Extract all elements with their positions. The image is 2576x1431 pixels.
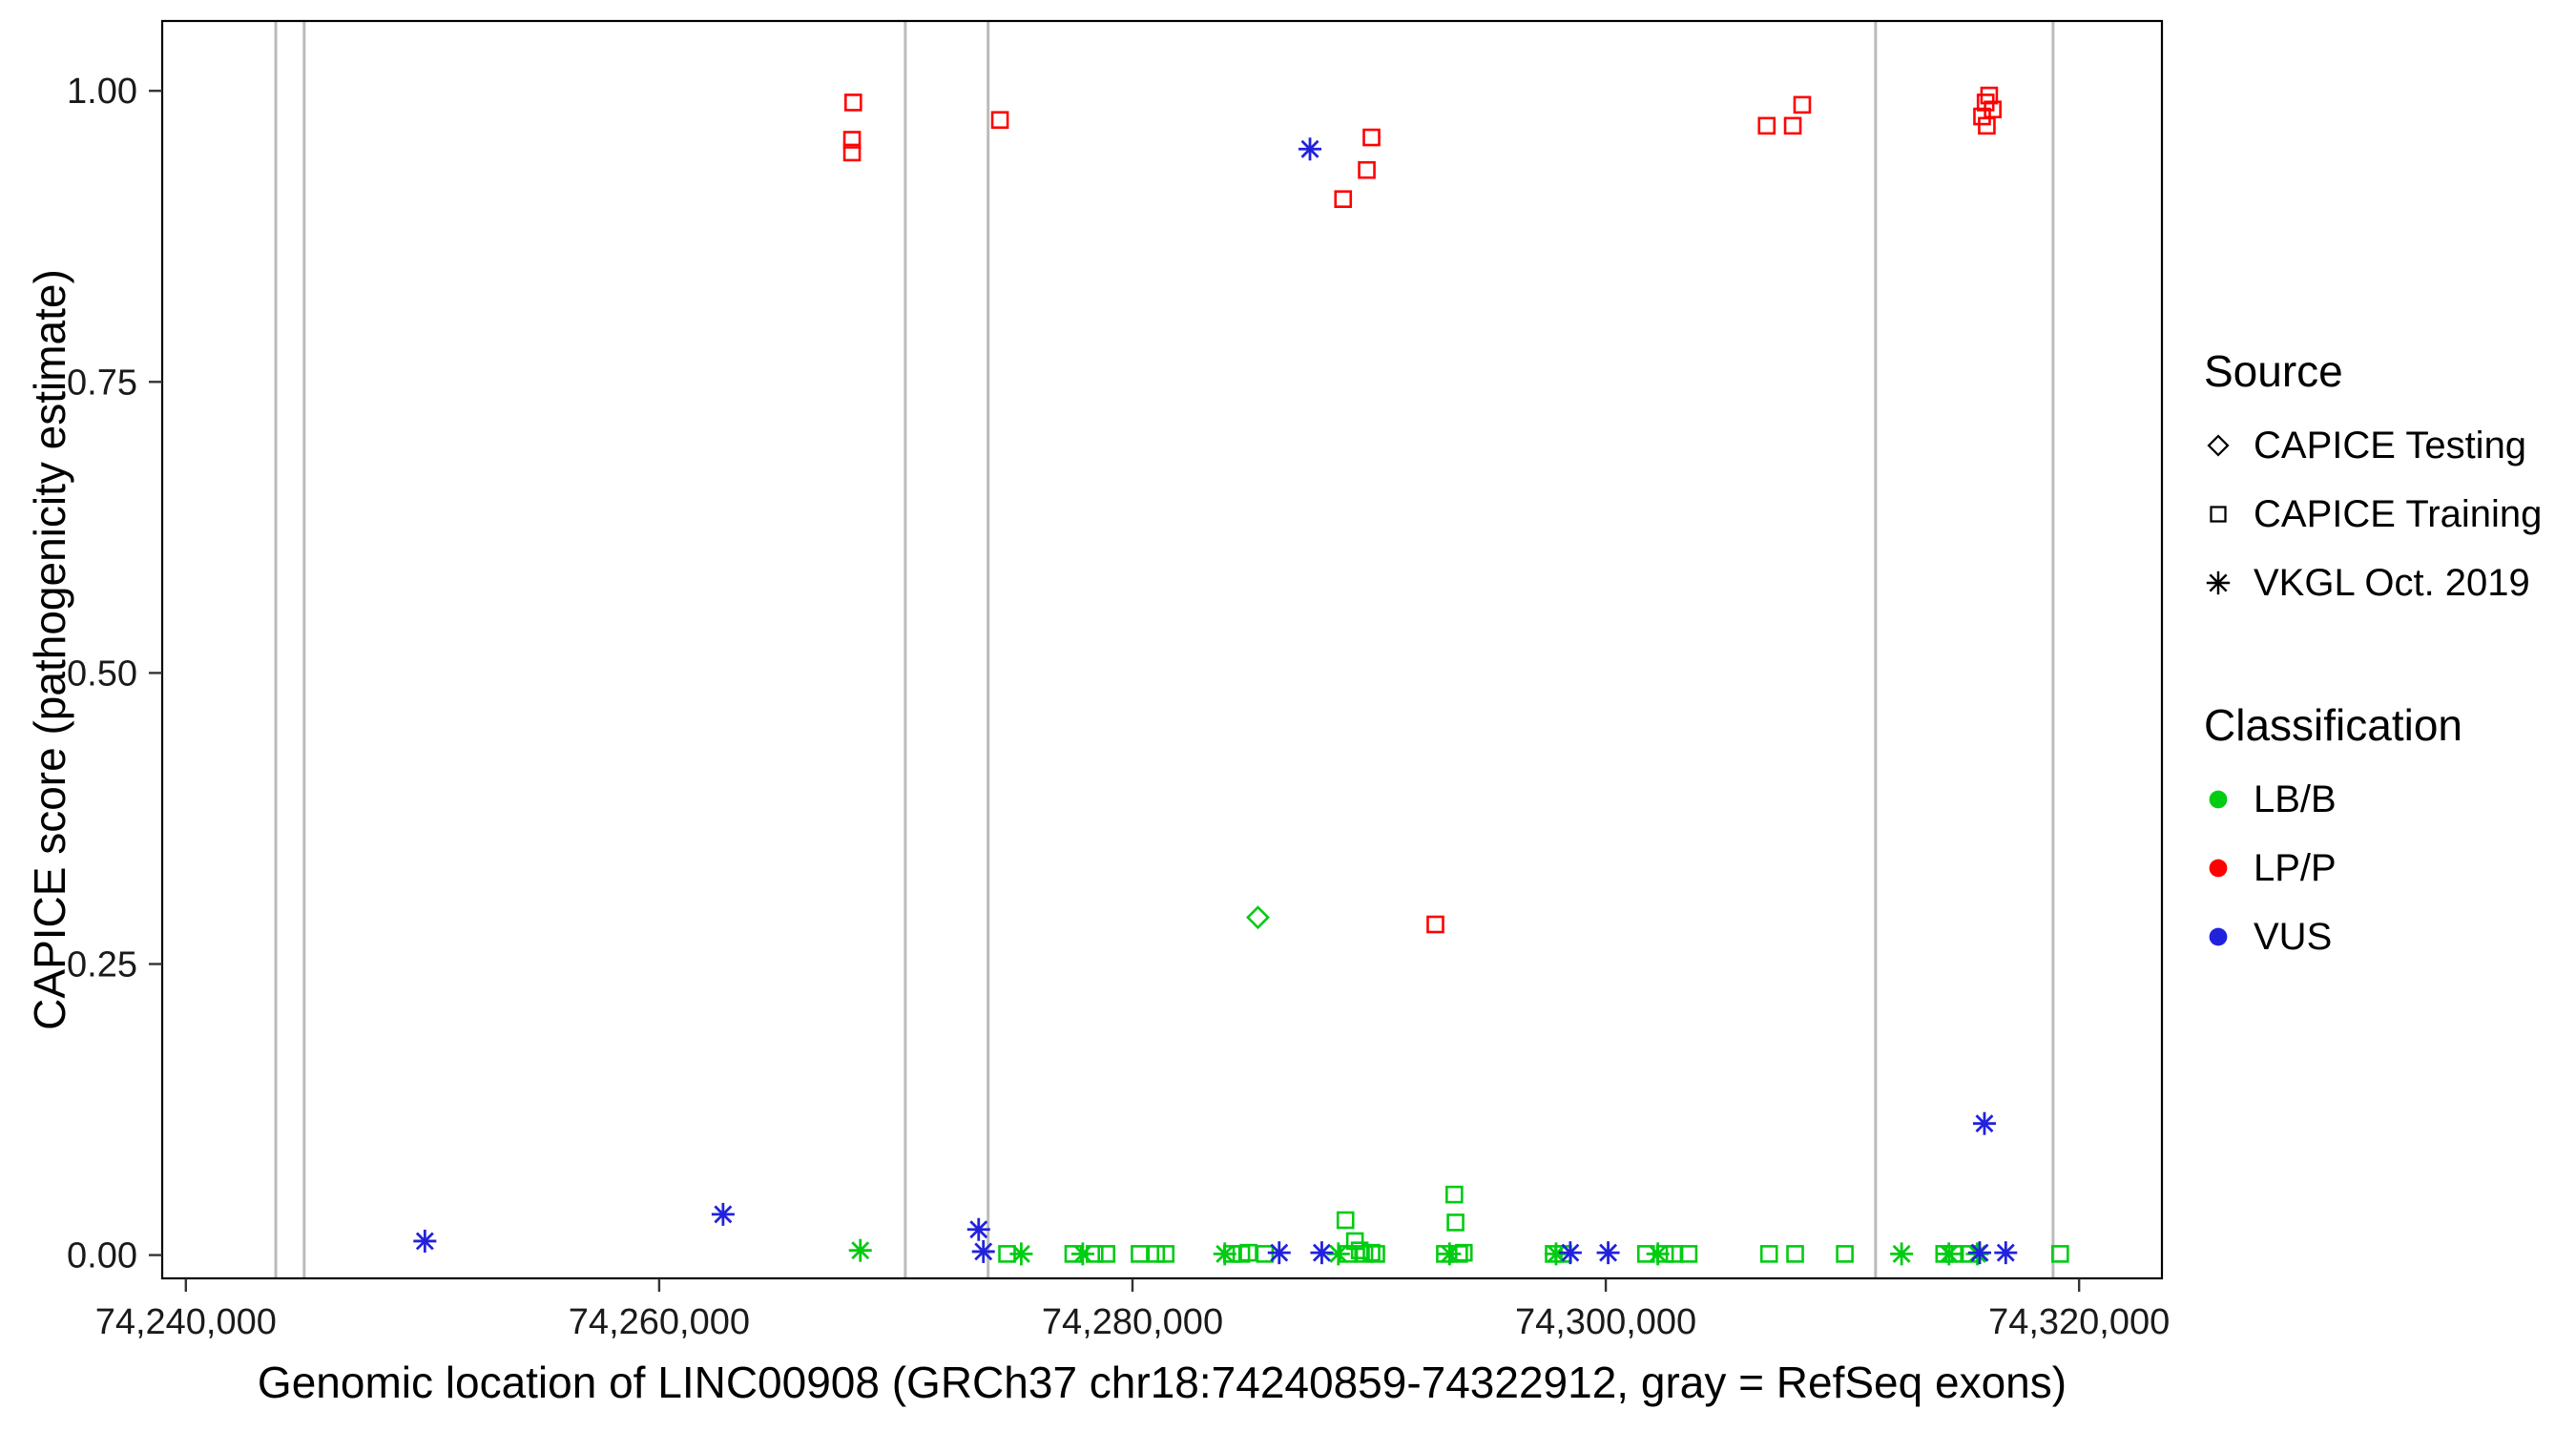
- data-point-square: [990, 111, 1009, 130]
- legend-item-vus: VUS: [2204, 902, 2542, 971]
- data-point-asterisk: [413, 1229, 437, 1253]
- data-point-asterisk: [1298, 137, 1322, 161]
- legend-source: Source CAPICE Testing CAPICE Training: [2204, 345, 2542, 617]
- data-point-square: [1783, 116, 1802, 135]
- panel-border: [160, 19, 2164, 1280]
- data-point-square: [1980, 86, 1999, 105]
- x-axis-tick-label: 74,280,000: [1042, 1302, 1223, 1342]
- data-point-square: [1786, 1245, 1804, 1263]
- y-axis-tick-label: 0.75: [67, 363, 137, 403]
- x-axis-title: Genomic location of LINC00908 (GRCh37 ch…: [257, 1358, 2067, 1407]
- diamond-icon: [2207, 434, 2230, 457]
- data-point-square: [1445, 1185, 1464, 1204]
- square-icon: [2210, 506, 2227, 523]
- data-point-square: [1336, 1211, 1355, 1230]
- data-point-square: [842, 131, 862, 149]
- y-axis-tick-label: 1.00: [67, 72, 137, 112]
- data-point-square: [1426, 915, 1444, 934]
- data-point-asterisk: [1994, 1241, 2018, 1265]
- data-point-square: [1679, 1245, 1698, 1263]
- legend-item-label: LB/B: [2254, 778, 2337, 820]
- data-point-square: [1131, 1245, 1149, 1263]
- legend: Source CAPICE Testing CAPICE Training: [2204, 345, 2542, 971]
- data-point-square: [843, 93, 862, 112]
- x-axis-tick-label: 74,240,000: [95, 1302, 277, 1342]
- data-point-square: [1362, 128, 1381, 147]
- data-point-asterisk: [1646, 1242, 1670, 1266]
- data-point-square: [1978, 116, 1996, 135]
- data-point-asterisk: [1070, 1242, 1094, 1266]
- data-point-square: [1836, 1245, 1854, 1263]
- data-point-asterisk: [1890, 1242, 1914, 1266]
- data-point-asterisk: [966, 1217, 990, 1241]
- data-point-asterisk: [1968, 1241, 1992, 1265]
- legend-item-capice-training: CAPICE Training: [2204, 480, 2542, 549]
- legend-classification: Classification LB/B LP/P VUS: [2204, 699, 2542, 971]
- data-point-square: [1239, 1243, 1257, 1262]
- red-dot-icon: [2209, 859, 2228, 878]
- legend-item-vkgl: VKGL Oct. 2019: [2204, 549, 2542, 617]
- data-point-asterisk: [971, 1239, 995, 1263]
- legend-item-label: VUS: [2254, 915, 2333, 958]
- data-point-asterisk: [1310, 1241, 1334, 1265]
- data-point-square: [1793, 95, 1812, 114]
- legend-item-lbb: LB/B: [2204, 765, 2542, 834]
- y-axis-tick-label: 0.25: [67, 945, 137, 985]
- data-point-square: [1156, 1245, 1175, 1263]
- data-point-square: [1367, 1245, 1385, 1263]
- x-axis-tick-label: 74,260,000: [569, 1302, 750, 1342]
- legend-item-label: CAPICE Testing: [2254, 424, 2527, 467]
- data-point-asterisk: [1267, 1241, 1291, 1265]
- x-axis-tick-label: 74,320,000: [1988, 1302, 2170, 1342]
- data-point-asterisk: [1438, 1242, 1462, 1266]
- legend-item-lpp: LP/P: [2204, 834, 2542, 902]
- y-axis-tick-label: 0.50: [67, 653, 137, 694]
- green-dot-icon: [2209, 790, 2228, 809]
- legend-item-label: CAPICE Training: [2254, 492, 2543, 535]
- data-point-asterisk: [848, 1238, 872, 1262]
- data-point-asterisk: [1596, 1241, 1620, 1265]
- data-point-square: [1446, 1213, 1465, 1232]
- y-axis-tick-label: 0.00: [67, 1236, 137, 1276]
- y-axis-title: CAPICE score (pathogenicity estimate): [25, 269, 74, 1030]
- data-point-asterisk: [1972, 1111, 1996, 1135]
- data-point-asterisk: [1009, 1242, 1033, 1266]
- data-point-square: [842, 143, 862, 162]
- data-point-square: [1350, 1241, 1369, 1260]
- asterisk-icon: [2206, 570, 2231, 595]
- legend-item-label: VKGL Oct. 2019: [2254, 561, 2530, 604]
- legend-item-capice-testing: CAPICE Testing: [2204, 411, 2542, 480]
- data-point-square: [1358, 160, 1376, 179]
- data-point-square: [2051, 1245, 2069, 1263]
- data-point-square: [1147, 1245, 1166, 1263]
- data-point-square: [1759, 1245, 1778, 1263]
- data-point-diamond: [1246, 905, 1270, 930]
- data-point-asterisk: [1558, 1241, 1582, 1265]
- data-point-asterisk: [1937, 1242, 1961, 1266]
- data-point-asterisk: [711, 1202, 735, 1226]
- data-point-square: [1345, 1232, 1364, 1251]
- data-point-square: [1097, 1245, 1116, 1263]
- blue-dot-icon: [2209, 927, 2228, 946]
- legend-classification-title: Classification: [2204, 700, 2462, 750]
- legend-source-title: Source: [2204, 346, 2343, 396]
- data-point-square: [1757, 116, 1776, 135]
- data-point-square: [1334, 190, 1353, 209]
- legend-item-label: LP/P: [2254, 846, 2337, 889]
- x-axis-tick-label: 74,300,000: [1515, 1302, 1696, 1342]
- data-point-asterisk: [1213, 1242, 1236, 1266]
